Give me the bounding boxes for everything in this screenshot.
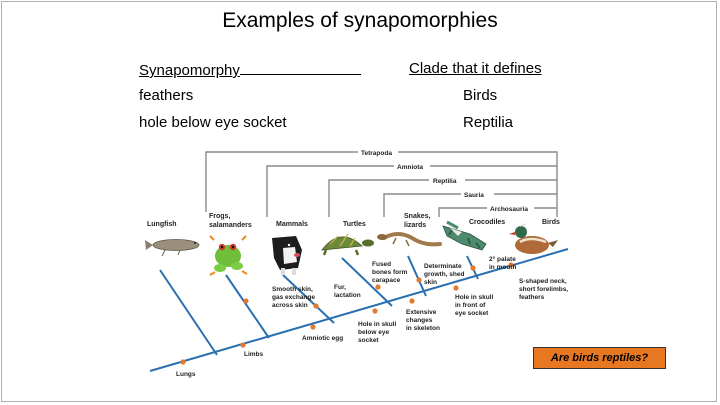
trait-fused-2: bones form: [372, 269, 408, 276]
trait-hole-front-3: eye socket: [455, 310, 489, 317]
trait-palate-1: 2° palate: [489, 255, 516, 263]
trait-palate-2: in mouth: [489, 264, 516, 271]
dot-fused: [375, 284, 381, 290]
taxon-turtles: Turtles: [343, 221, 366, 228]
trait-determinate-2: growth, shed: [424, 271, 464, 278]
trait-fused-1: Fused: [372, 261, 391, 268]
dot-palate: [470, 265, 476, 271]
trait-s-neck-1: S-shaped neck,: [519, 278, 567, 285]
taxon-crocodiles: Crocodiles: [469, 219, 505, 226]
trait-smooth-skin-1: Smooth skin,: [272, 286, 313, 293]
trait-s-neck-2: short forelimbs,: [519, 286, 568, 293]
dot-limbs: [240, 342, 246, 348]
dot-lungs: [180, 359, 186, 365]
dot-smooth-skin: [243, 298, 249, 304]
dot-s-neck: [508, 262, 514, 268]
trait-extensive-2: changes: [406, 317, 433, 324]
header-clade: Clade that it defines: [409, 60, 542, 77]
branch-mammals: [282, 274, 335, 324]
dot-determinate: [416, 277, 422, 283]
dot-amniotic-egg: [310, 324, 316, 330]
bracket-label-amniota: Amniota: [397, 164, 423, 171]
dot-hole-front: [453, 285, 459, 291]
trait-hole-front-1: Hole in skull: [455, 294, 493, 301]
taxon-lizards: lizards: [404, 222, 426, 229]
dot-extensive: [409, 298, 415, 304]
bracket-labels: Tetrapoda Amniota Reptilia Sauria Archos…: [358, 147, 534, 213]
tree-branches: [149, 248, 569, 372]
dot-hole-below: [372, 308, 378, 314]
branch-turtles: [341, 257, 393, 307]
trait-hole-below-3: socket: [358, 337, 379, 344]
trait-lungs: Lungs: [176, 371, 196, 378]
trait-dots: [180, 262, 514, 365]
dog-icon: [272, 236, 302, 275]
dot-fur: [313, 303, 319, 309]
bracket-amniota: [266, 165, 557, 217]
crocodile-icon: [442, 220, 487, 251]
bracket-label-tetrapoda: Tetrapoda: [361, 150, 392, 157]
trait-smooth-skin-3: across skin: [272, 302, 308, 309]
trait-amniotic-egg: Amniotic egg: [302, 335, 343, 342]
trait-s-neck-3: feathers: [519, 294, 545, 301]
trait-fused-3: carapace: [372, 277, 401, 284]
bracket-label-reptilia: Reptilia: [433, 178, 457, 185]
duck-icon: [509, 223, 558, 254]
branch-lungfish: [159, 269, 218, 356]
frog-icon: [209, 235, 248, 276]
trait-determinate-1: Determinate: [424, 263, 462, 270]
branch-lizards: [407, 255, 427, 297]
trait-hole-front-2: in front of: [455, 302, 486, 309]
trait-extensive-3: in skeleton: [406, 325, 440, 332]
taxa-labels: Lungfish Frogs, salamanders Mammals Turt…: [147, 213, 560, 229]
trait-limbs: Limbs: [244, 351, 264, 358]
taxon-mammals: Mammals: [276, 221, 308, 228]
bracket-label-archosauria: Archosauria: [490, 206, 528, 213]
lizard-icon: [377, 232, 442, 247]
taxon-lungfish: Lungfish: [147, 221, 177, 228]
trait-hole-below-2: below eye: [358, 329, 389, 336]
trait-labels: Lungs Limbs Amniotic egg Smooth skin, ga…: [176, 255, 568, 378]
trait-fur-1: Fur,: [334, 284, 346, 291]
bracket-label-sauria: Sauria: [464, 192, 484, 199]
branch-frogs: [225, 274, 270, 339]
lungfish-icon: [145, 239, 200, 257]
row-clade-1: Birds: [463, 87, 498, 104]
trait-extensive-1: Extensive: [406, 309, 437, 316]
row-trait-1: feathers: [139, 87, 194, 104]
taxon-frogs-1: Frogs,: [209, 213, 230, 220]
turtle-icon: [321, 233, 374, 256]
trait-determinate-3: skin: [424, 279, 437, 286]
taxon-snakes: Snakes,: [404, 213, 431, 220]
bracket-sauria: [383, 193, 557, 217]
callout-box: Are birds reptiles?: [533, 347, 666, 369]
trait-smooth-skin-2: gas exchange: [272, 294, 315, 301]
row-trait-2: hole below eye socket: [139, 114, 287, 131]
trait-hole-below-1: Hole in skull: [358, 321, 396, 328]
taxon-birds: Birds: [542, 219, 560, 226]
bracket-reptilia: [328, 179, 557, 217]
trait-fur-2: lactation: [334, 292, 361, 299]
trunk-branch: [149, 248, 569, 372]
header-underline: [239, 60, 361, 75]
row-clade-2: Reptilia: [463, 114, 514, 131]
taxon-frogs-2: salamanders: [209, 222, 252, 229]
slide-title: Examples of synapomorphies: [222, 9, 498, 32]
header-synapomorphy: Synapomorphy: [139, 60, 361, 79]
